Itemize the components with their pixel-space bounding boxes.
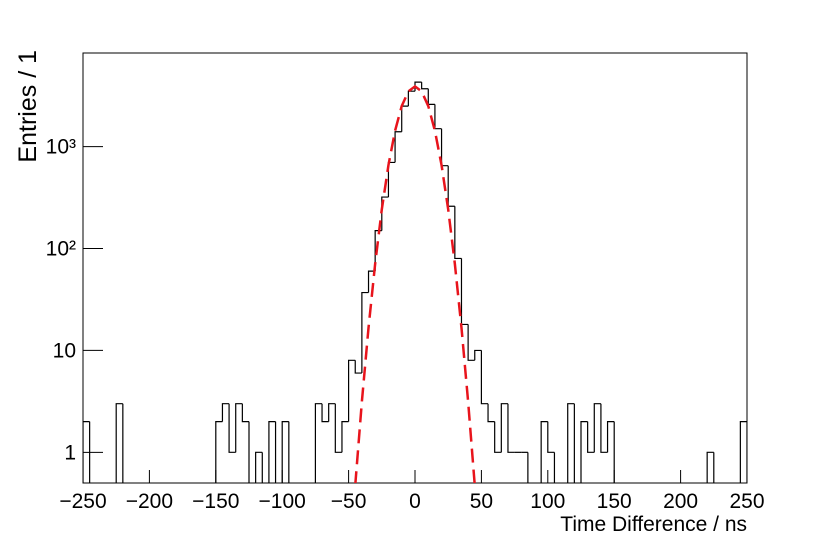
histogram-bin	[613, 421, 615, 483]
histogram-bin	[447, 165, 455, 207]
histogram-bin	[341, 421, 349, 453]
y-tick-label: 10	[53, 339, 76, 362]
histogram-bin	[547, 421, 555, 453]
histogram-bin	[248, 421, 250, 483]
y-axis-label: Entries / 1	[14, 50, 42, 163]
histogram-bin	[89, 421, 91, 483]
x-tick-label: 150	[597, 490, 632, 513]
histogram-bin	[321, 403, 329, 423]
histogram-bin	[600, 403, 608, 453]
histogram-bin	[460, 258, 469, 326]
histogram	[83, 81, 747, 483]
histogram-bin	[540, 421, 548, 483]
x-tick-label: 250	[729, 490, 764, 513]
histogram-bin	[221, 403, 230, 422]
histogram-bin	[334, 403, 342, 453]
histogram-bin	[268, 421, 276, 483]
x-tick-label: 0	[409, 490, 421, 513]
histogram-bin	[713, 452, 715, 483]
y-tick-label: 1	[64, 441, 76, 464]
histogram-bin	[454, 206, 462, 260]
histogram-bin	[567, 403, 575, 483]
histogram-bin	[281, 421, 289, 483]
histogram-bin	[314, 403, 323, 483]
x-tick-label: −150	[192, 490, 239, 513]
histogram-bin	[235, 403, 243, 453]
histogram-bin	[241, 403, 249, 423]
histogram-bin	[440, 128, 449, 167]
histogram-bin	[255, 451, 263, 483]
histogram-bin	[83, 421, 90, 483]
histogram-bin	[328, 403, 336, 422]
histogram-bin	[215, 421, 223, 483]
histogram-bin	[467, 324, 475, 361]
histogram-bin	[401, 105, 409, 132]
x-axis-label: Time Difference / ns	[560, 513, 747, 536]
histogram-bin	[580, 421, 588, 483]
histogram-bin	[527, 452, 529, 483]
histogram-bin	[421, 82, 429, 90]
histogram-bin	[573, 403, 575, 483]
x-tick-label: −100	[259, 490, 306, 513]
histogram-bin	[354, 360, 362, 374]
histogram-bin	[274, 421, 277, 483]
y-tick-label: 10³	[46, 136, 76, 159]
histogram-bin	[361, 291, 369, 374]
plot-frame	[82, 52, 748, 484]
histogram-bin	[474, 349, 482, 361]
histogram-bin	[414, 81, 422, 92]
x-tick-label: −250	[59, 490, 106, 513]
histogram-bin	[593, 403, 601, 453]
histogram-bin	[407, 90, 415, 107]
histogram-bin	[387, 161, 396, 198]
histogram-bin	[507, 403, 515, 453]
histogram-bin	[381, 196, 389, 231]
x-tick-label: 200	[663, 490, 698, 513]
x-tick-label: −50	[331, 490, 367, 513]
histogram-bin	[434, 104, 442, 130]
histogram-bin	[122, 403, 124, 483]
histogram-bin	[261, 452, 263, 483]
histogram-bin	[587, 421, 595, 453]
histogram-bin	[394, 131, 402, 163]
histogram-bin	[115, 403, 123, 483]
histogram-bin	[288, 421, 290, 483]
y-tick-label: 10²	[46, 238, 76, 261]
x-tick-label: 50	[470, 490, 493, 513]
histogram-bin	[706, 451, 714, 483]
histogram-bin	[228, 403, 236, 453]
histogram-bin	[553, 452, 556, 483]
histogram-bin	[427, 88, 435, 105]
fit-curve	[354, 84, 476, 483]
histogram-bin	[500, 403, 508, 453]
x-tick-label: 100	[530, 490, 565, 513]
histogram-bin	[367, 270, 376, 293]
histogram-bin	[606, 421, 615, 453]
histogram-bin	[487, 403, 495, 423]
histogram-bin	[480, 350, 489, 405]
x-tick-label: −200	[126, 490, 173, 513]
histogram-bin	[348, 359, 356, 422]
histogram-bin	[494, 421, 502, 453]
histogram-bin	[739, 421, 747, 483]
